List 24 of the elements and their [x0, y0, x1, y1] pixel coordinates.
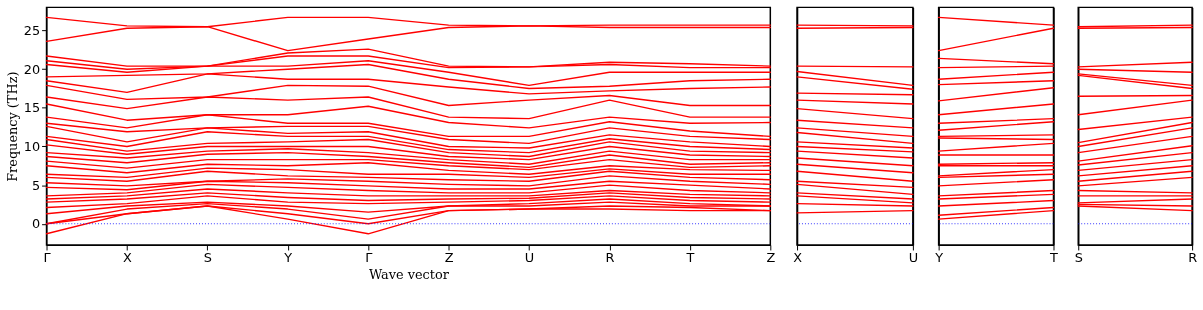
x-tick-label: U: [908, 250, 919, 266]
x-tick-label: Y: [283, 250, 293, 266]
y-axis-title: Frequency (THz): [4, 71, 20, 182]
x-tick-label: U: [524, 250, 535, 266]
y-tick-label: 0: [31, 216, 41, 232]
x-tick-label: X: [123, 250, 133, 266]
y-tick-label: 15: [23, 100, 41, 116]
y-tick-label: 10: [23, 138, 41, 154]
y-tick-label: 25: [23, 23, 41, 39]
x-tick-label: S: [1074, 250, 1083, 266]
x-tick-label: T: [1049, 250, 1059, 266]
x-tick-label: Y: [934, 250, 944, 266]
x-axis-title: Wave vector: [368, 267, 450, 283]
x-tick-label: Z: [444, 250, 454, 266]
x-tick-label: Γ: [43, 250, 52, 266]
x-tick-label: R: [605, 250, 615, 266]
x-tick-label: X: [793, 250, 803, 266]
y-tick-label: 20: [23, 61, 41, 77]
x-tick-label: S: [203, 250, 212, 266]
x-tick-label: R: [1188, 250, 1198, 266]
x-tick-label: Γ: [365, 250, 374, 266]
x-tick-label: T: [685, 250, 695, 266]
x-tick-label: Z: [766, 250, 776, 266]
y-tick-label: 5: [31, 177, 41, 193]
